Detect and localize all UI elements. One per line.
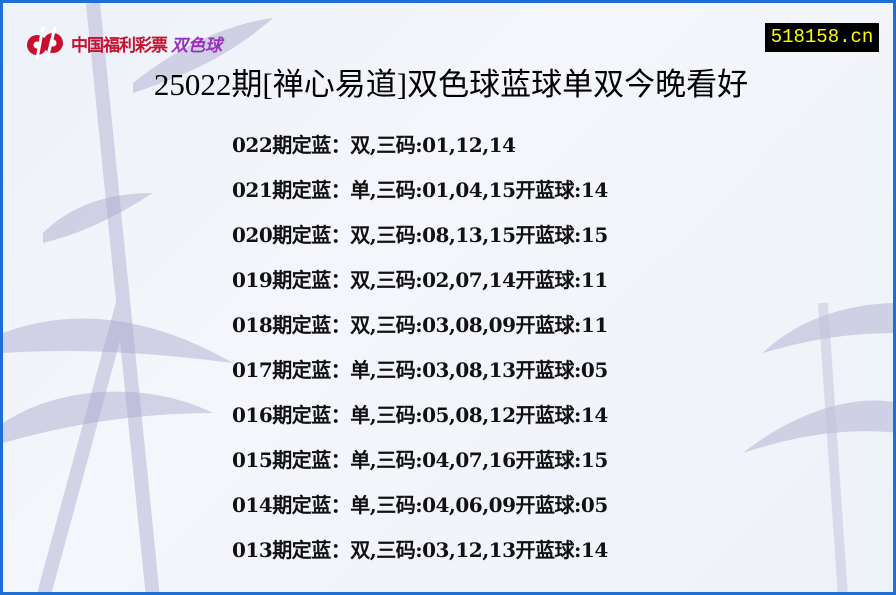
result: 开蓝球:11 — [515, 313, 609, 337]
parity: 双 — [350, 268, 370, 292]
period: 020期定蓝： — [232, 223, 351, 247]
result: 开蓝球:15 — [515, 223, 609, 247]
result: 开蓝球:05 — [515, 358, 609, 382]
list-item: 018期定蓝：双,三码:03,08,09开蓝球:11 — [232, 311, 608, 356]
period: 016期定蓝： — [232, 403, 351, 427]
logo-text: 中国福利彩票 — [71, 35, 168, 56]
codes: ,三码:05,08,12 — [369, 403, 516, 427]
codes: ,三码:03,12,13 — [369, 538, 516, 562]
codes: ,三码:04,06,09 — [369, 493, 516, 517]
period: 013期定蓝： — [232, 538, 351, 562]
welfare-lottery-logo: 中国福利彩票 双色球 — [23, 25, 222, 61]
period: 021期定蓝： — [232, 178, 351, 202]
logo-text-accent: 双色球 — [171, 35, 222, 56]
result: 开蓝球:14 — [515, 538, 609, 562]
result: 开蓝球:14 — [515, 403, 609, 427]
period: 015期定蓝： — [232, 448, 351, 472]
parity: 双 — [350, 223, 370, 247]
list-item: 017期定蓝：单,三码:03,08,13开蓝球:05 — [232, 356, 608, 401]
period: 017期定蓝： — [232, 358, 351, 382]
list-item: 015期定蓝：单,三码:04,07,16开蓝球:15 — [232, 446, 608, 491]
list-item: 020期定蓝：双,三码:08,13,15开蓝球:15 — [232, 221, 608, 266]
codes: ,三码:03,08,09 — [369, 313, 516, 337]
parity: 单 — [350, 403, 370, 427]
site-badge: 518158.cn — [765, 23, 879, 52]
result: 开蓝球:14 — [515, 178, 609, 202]
list-item: 013期定蓝：双,三码:03,12,13开蓝球:14 — [232, 536, 608, 581]
list-item: 016期定蓝：单,三码:05,08,12开蓝球:14 — [232, 401, 608, 446]
result: 开蓝球:05 — [515, 493, 609, 517]
period: 014期定蓝： — [232, 493, 351, 517]
list-item: 014期定蓝：单,三码:04,06,09开蓝球:05 — [232, 491, 608, 536]
page-title: 25022期[禅心易道]双色球蓝球单双今晚看好 — [153, 67, 749, 102]
list-item: 022期定蓝：双,三码:01,12,14 — [232, 131, 608, 176]
period: 018期定蓝： — [232, 313, 351, 337]
parity: 单 — [350, 448, 370, 472]
period: 022期定蓝： — [232, 133, 351, 157]
parity: 单 — [350, 178, 370, 202]
result: 开蓝球:15 — [515, 448, 609, 472]
parity: 双 — [350, 133, 370, 157]
bamboo-background — [3, 3, 893, 592]
codes: ,三码:01,04,15 — [369, 178, 516, 202]
period: 019期定蓝： — [232, 268, 351, 292]
lottery-logo-icon — [27, 26, 63, 60]
parity: 双 — [350, 538, 370, 562]
parity: 单 — [350, 358, 370, 382]
list-item: 019期定蓝：双,三码:02,07,14开蓝球:11 — [232, 266, 608, 311]
codes: ,三码:03,08,13 — [369, 358, 516, 382]
codes: ,三码:01,12,14 — [369, 133, 516, 157]
list-item: 021期定蓝：单,三码:01,04,15开蓝球:14 — [232, 176, 608, 221]
parity: 单 — [350, 493, 370, 517]
prediction-list: 022期定蓝：双,三码:01,12,14 021期定蓝：单,三码:01,04,1… — [232, 131, 608, 581]
codes: ,三码:04,07,16 — [369, 448, 516, 472]
codes: ,三码:02,07,14 — [369, 268, 516, 292]
result: 开蓝球:11 — [515, 268, 609, 292]
codes: ,三码:08,13,15 — [369, 223, 516, 247]
parity: 双 — [350, 313, 370, 337]
